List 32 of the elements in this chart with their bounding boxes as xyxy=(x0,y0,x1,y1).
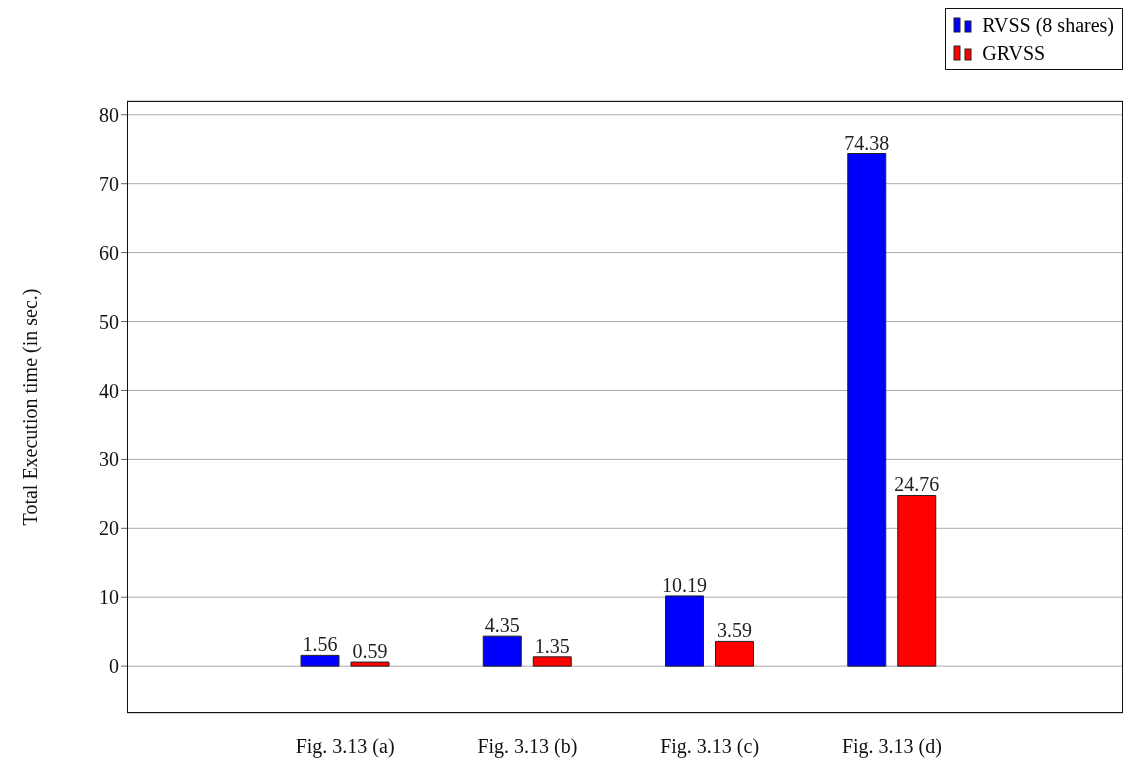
bar xyxy=(715,640,754,667)
bar xyxy=(300,654,340,667)
bar xyxy=(482,635,522,667)
y-tick-label: 30 xyxy=(99,448,119,471)
y-tick-label: 80 xyxy=(99,103,119,126)
y-tick-label: 60 xyxy=(99,241,119,264)
y-tick-label: 40 xyxy=(99,379,119,402)
bar xyxy=(847,153,887,667)
bar xyxy=(350,661,390,667)
y-tick-label: 50 xyxy=(99,310,119,333)
x-tick-label: Fig. 3.13 (c) xyxy=(660,735,760,759)
x-tick-label: Fig. 3.13 (b) xyxy=(477,735,578,759)
data-label: 0.59 xyxy=(352,640,388,663)
data-label: 4.35 xyxy=(484,614,520,637)
data-label: 3.59 xyxy=(717,619,752,642)
y-tick-label: 10 xyxy=(99,586,119,609)
bar xyxy=(897,494,937,667)
y-tick-label: 0 xyxy=(109,655,119,678)
legend-label: RVSS (8 shares) xyxy=(982,13,1114,39)
y-axis-title: Total Execution time (in sec.) xyxy=(18,288,42,526)
x-tick-label: Fig. 3.13 (a) xyxy=(295,735,395,759)
y-tick-label: 20 xyxy=(99,517,119,540)
data-label: 1.35 xyxy=(534,634,570,657)
x-tick-label: Fig. 3.13 (d) xyxy=(841,735,942,759)
data-label: 10.19 xyxy=(662,573,707,596)
legend-label: GRVSS xyxy=(982,41,1046,66)
y-tick-label: 70 xyxy=(99,172,119,195)
data-label: 74.38 xyxy=(844,131,890,154)
data-label: 24.76 xyxy=(894,473,940,496)
data-label: 1.56 xyxy=(302,633,338,656)
bar xyxy=(665,595,704,667)
bar xyxy=(532,656,572,667)
